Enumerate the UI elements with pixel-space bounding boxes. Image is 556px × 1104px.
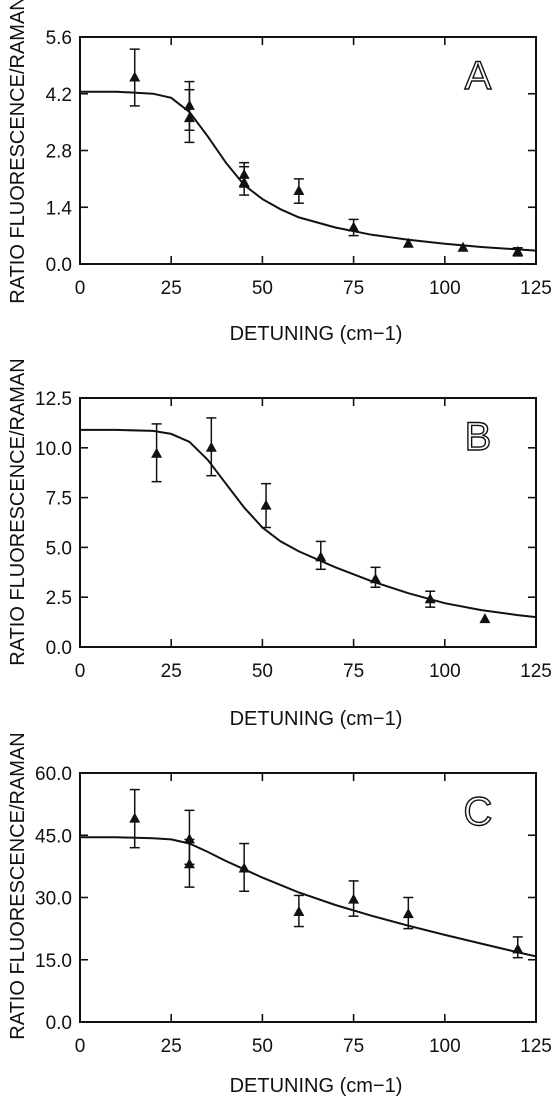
data-point	[293, 906, 305, 917]
data-point	[129, 71, 141, 82]
data-point	[512, 245, 524, 256]
x-tick-label: 100	[429, 661, 461, 682]
data-point	[424, 593, 436, 604]
panel-b: 0 25 50 75 100 125 0.0 2.5 5.0 7.5 10.0 12.5 B DETUNI…	[7, 358, 552, 730]
y-tick-label: 45.0	[35, 826, 72, 847]
y-tick-label: 10.0	[35, 439, 72, 460]
panel-a: 0 25 50 75 100 125 0.0 1.4 2.8 4.2 5.6 A DETUNING (c…	[7, 0, 552, 345]
data-point	[348, 221, 360, 232]
y-axis-title: RATIO FLUORESCENCE/RAMAN	[7, 732, 29, 1039]
x-tick-label: 75	[343, 278, 364, 299]
panel-letter: A	[465, 54, 492, 98]
x-axis-title: DETUNING (cm−1)	[230, 708, 403, 730]
y-tick-label: 4.2	[46, 85, 72, 106]
data-point	[293, 185, 305, 196]
panel-letter: C	[464, 790, 493, 834]
y-tick-label: 0.0	[46, 255, 72, 276]
x-tick-label: 25	[161, 1036, 182, 1057]
data-point	[205, 441, 217, 452]
y-tick-label: 2.5	[46, 588, 72, 609]
x-tick-label: 125	[520, 661, 552, 682]
y-axis-title: RATIO FLUORESCENCE/RAMAN	[7, 358, 29, 665]
y-tick-label: 60.0	[35, 764, 72, 785]
data-point	[260, 499, 272, 510]
x-tick-label: 0	[75, 661, 86, 682]
x-tick-label: 50	[252, 1036, 273, 1057]
data-point	[479, 613, 491, 624]
data-point	[183, 833, 195, 844]
data-point	[402, 908, 414, 919]
data-point	[151, 447, 163, 458]
y-tick-label: 5.0	[46, 538, 72, 559]
data-point	[183, 858, 195, 869]
panel-letter: B	[465, 415, 492, 459]
data-point	[238, 176, 250, 187]
y-tick-label: 7.5	[46, 489, 72, 510]
y-tick-label: 2.8	[46, 142, 72, 163]
data-point	[238, 862, 250, 873]
data-point	[348, 893, 360, 904]
x-tick-label: 50	[252, 278, 273, 299]
x-axis-title: DETUNING (cm−1)	[230, 1075, 403, 1097]
y-tick-label: 1.4	[46, 198, 73, 219]
data-point	[457, 241, 469, 252]
x-tick-label: 125	[520, 278, 552, 299]
data-point	[315, 551, 327, 562]
data-point	[512, 943, 524, 954]
x-tick-label: 25	[161, 278, 182, 299]
data-point	[369, 573, 381, 584]
x-tick-label: 100	[429, 1036, 461, 1057]
x-tick-label: 0	[75, 278, 86, 299]
x-tick-label: 25	[161, 661, 182, 682]
data-point	[402, 237, 414, 248]
x-tick-label: 0	[75, 1036, 86, 1057]
y-axis-title: RATIO FLUORESCENCE/RAMAN	[7, 0, 29, 304]
y-tick-label: 30.0	[35, 889, 72, 910]
y-tick-label: 0.0	[46, 638, 72, 659]
fit-curve	[80, 90, 537, 252]
y-tick-label: 5.6	[46, 28, 72, 49]
x-tick-label: 125	[520, 1036, 552, 1057]
x-tick-label: 75	[343, 1036, 364, 1057]
x-tick-label: 50	[252, 661, 273, 682]
plot-frame	[79, 397, 537, 648]
data-point	[183, 112, 195, 123]
fit-curve	[80, 428, 537, 619]
y-tick-label: 12.5	[35, 389, 72, 410]
fit-curve	[80, 836, 537, 958]
x-tick-label: 100	[429, 278, 461, 299]
y-tick-label: 0.0	[46, 1013, 72, 1034]
data-point	[129, 812, 141, 823]
panel-c: 0 25 50 75 100 125 0.0 15.0 30.0 45.0 60.0 C DETUNIN…	[7, 732, 552, 1097]
y-tick-label: 15.0	[35, 951, 72, 972]
x-tick-label: 75	[343, 661, 364, 682]
x-axis-title: DETUNING (cm−1)	[230, 323, 403, 345]
